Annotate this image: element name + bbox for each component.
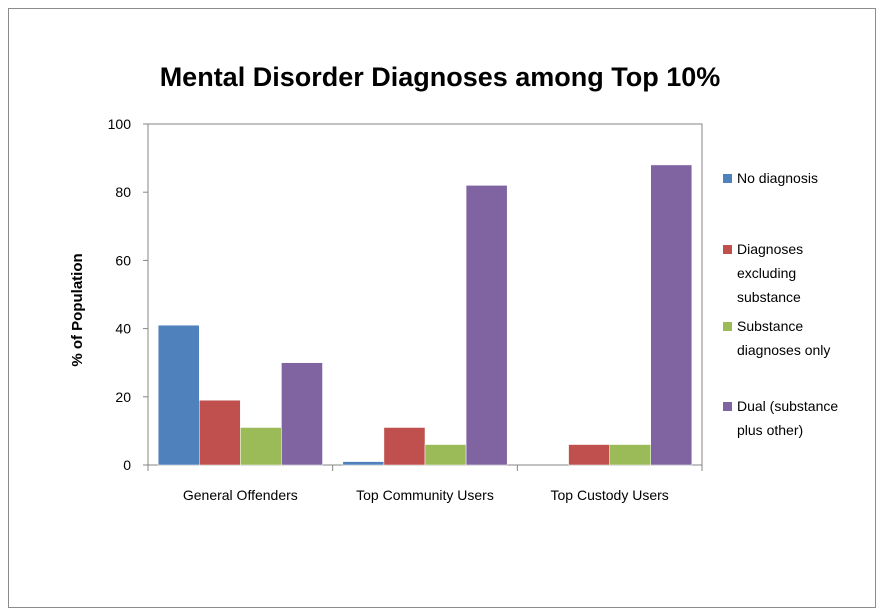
- legend-label: Diagnoses: [737, 241, 803, 257]
- y-tick-label: 100: [108, 116, 132, 132]
- bar: [157, 324, 200, 466]
- bar: [198, 399, 241, 466]
- bar: [465, 185, 508, 466]
- x-tick-label: General Offenders: [183, 487, 298, 503]
- legend-label: Dual (substance: [737, 398, 838, 414]
- legend-label: plus other): [737, 422, 803, 438]
- bar-chart: Mental Disorder Diagnoses among Top 10% …: [69, 62, 838, 503]
- x-tick-label: Top Community Users: [356, 487, 494, 503]
- y-tick-label: 40: [115, 321, 131, 337]
- legend: No diagnosis Diagnoses excluding substance S…: [723, 170, 838, 438]
- legend-label: Substance: [737, 318, 803, 334]
- bar: [383, 427, 426, 466]
- y-tick-label: 80: [115, 184, 131, 200]
- bars-group: [157, 164, 693, 466]
- axes: 0 20 40 60 80 100 General Offenders Top Communi…: [108, 116, 703, 503]
- legend-label: diagnoses only: [737, 342, 830, 358]
- bar: [609, 444, 652, 466]
- y-tick-label: 20: [115, 389, 131, 405]
- bar: [650, 164, 693, 466]
- bar: [568, 444, 610, 466]
- y-axis-label: % of Population: [69, 253, 86, 366]
- legend-label: excluding: [737, 265, 796, 281]
- legend-swatch: [723, 245, 732, 254]
- bar: [240, 427, 282, 466]
- bar: [342, 461, 385, 466]
- bar: [424, 444, 467, 466]
- y-tick-label: 60: [115, 252, 131, 268]
- bar: [281, 362, 323, 466]
- legend-swatch: [723, 402, 732, 411]
- legend-swatch: [723, 174, 732, 183]
- chart-title: Mental Disorder Diagnoses among Top 10%: [160, 62, 721, 92]
- legend-swatch: [723, 322, 732, 331]
- legend-label: substance: [737, 289, 801, 305]
- x-tick-label: Top Custody Users: [551, 487, 669, 503]
- y-tick-label: 0: [123, 457, 131, 473]
- legend-label: No diagnosis: [737, 170, 818, 186]
